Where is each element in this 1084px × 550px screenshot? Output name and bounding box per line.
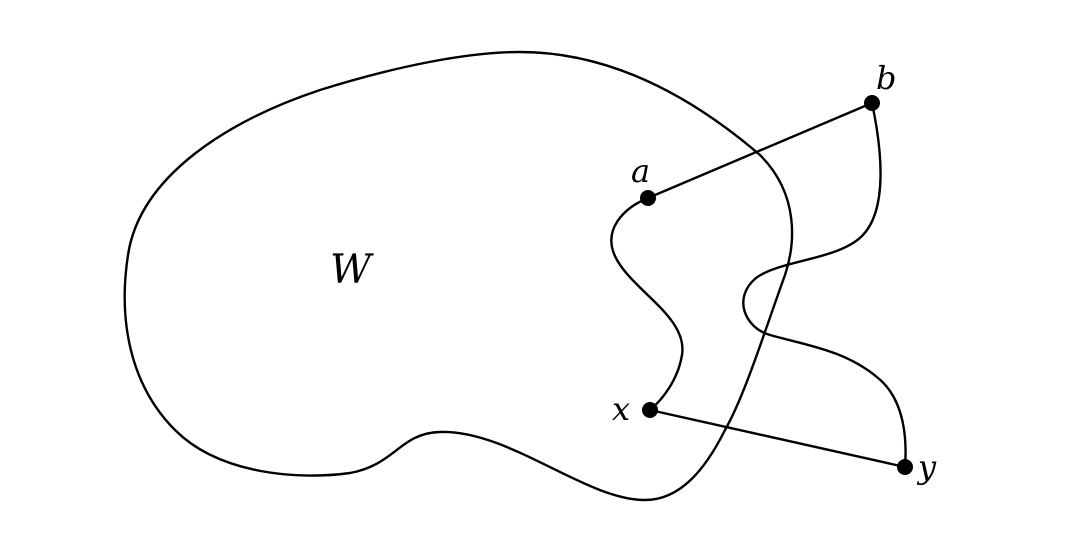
path-b-y xyxy=(742,101,907,469)
region-w-label: W xyxy=(330,247,374,293)
edge-x-y xyxy=(648,408,907,469)
point-b-dot xyxy=(864,95,880,111)
point-a-label: a xyxy=(631,152,650,190)
edge-a-b xyxy=(646,101,874,200)
point-y-label: y xyxy=(916,448,937,486)
region-w-boundary xyxy=(123,50,794,502)
point-a-dot xyxy=(640,190,656,206)
point-y-dot xyxy=(897,459,913,475)
point-b-label: b xyxy=(876,59,896,97)
point-x-dot xyxy=(642,402,658,418)
point-x-label: x xyxy=(612,390,630,428)
path-a-x xyxy=(610,196,684,412)
